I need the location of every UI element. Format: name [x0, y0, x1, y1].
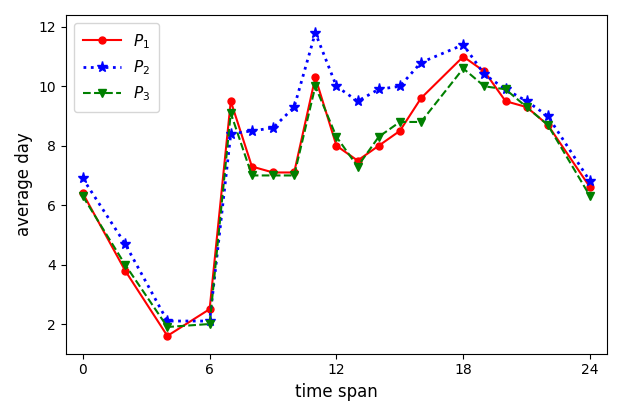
- $P_3$: [227, 111, 234, 116]
- $P_3$: [164, 324, 171, 329]
- $P_2$: [248, 129, 256, 134]
- $P_2$: [269, 125, 277, 130]
- $P_3$: [417, 119, 425, 124]
- $P_1$: [248, 164, 256, 169]
- $P_2$: [227, 131, 234, 136]
- $P_3$: [502, 87, 509, 92]
- $P_1$: [333, 143, 340, 148]
- $P_1$: [121, 268, 129, 273]
- $P_3$: [206, 322, 213, 327]
- $P_1$: [523, 104, 531, 109]
- $P_2$: [523, 99, 531, 104]
- $P_3$: [544, 122, 552, 127]
- $P_2$: [481, 72, 488, 77]
- $P_3$: [460, 66, 467, 71]
- $P_1$: [79, 191, 86, 196]
- $P_2$: [354, 99, 361, 104]
- $P_1$: [481, 69, 488, 74]
- $P_3$: [290, 173, 298, 178]
- $P_3$: [354, 164, 361, 169]
- $P_2$: [396, 84, 404, 89]
- $P_1$: [269, 170, 277, 175]
- $P_1$: [417, 96, 425, 101]
- $P_3$: [396, 119, 404, 124]
- $P_2$: [290, 104, 298, 109]
- $P_2$: [121, 241, 129, 246]
- $P_1$: [354, 158, 361, 163]
- $P_1$: [206, 307, 213, 312]
- $P_2$: [375, 87, 383, 92]
- $P_3$: [375, 134, 383, 139]
- $P_2$: [206, 319, 213, 324]
- $P_2$: [417, 60, 425, 65]
- $P_3$: [587, 194, 594, 199]
- $P_1$: [502, 99, 509, 104]
- $P_1$: [460, 54, 467, 59]
- $P_3$: [481, 84, 488, 89]
- $P_3$: [79, 194, 86, 199]
- $P_1$: [375, 143, 383, 148]
- $P_1$: [312, 75, 319, 80]
- Legend: $P_1$, $P_2$, $P_3$: $P_1$, $P_2$, $P_3$: [73, 22, 159, 112]
- $P_2$: [79, 176, 86, 181]
- Line: $P_2$: $P_2$: [77, 27, 596, 327]
- $P_3$: [248, 173, 256, 178]
- $P_2$: [587, 179, 594, 184]
- $P_3$: [312, 84, 319, 89]
- Line: $P_3$: $P_3$: [78, 64, 594, 331]
- $P_1$: [164, 333, 171, 338]
- $P_2$: [164, 319, 171, 324]
- $P_2$: [312, 30, 319, 35]
- $P_3$: [269, 173, 277, 178]
- $P_3$: [121, 262, 129, 267]
- Y-axis label: average day: average day: [15, 132, 33, 236]
- $P_1$: [544, 122, 552, 127]
- $P_3$: [523, 104, 531, 109]
- $P_2$: [544, 114, 552, 119]
- $P_1$: [396, 129, 404, 134]
- $P_2$: [502, 87, 509, 92]
- $P_2$: [460, 42, 467, 47]
- X-axis label: time span: time span: [295, 383, 378, 401]
- $P_1$: [227, 99, 234, 104]
- $P_2$: [333, 84, 340, 89]
- $P_3$: [333, 134, 340, 139]
- $P_1$: [290, 170, 298, 175]
- $P_1$: [587, 185, 594, 190]
- Line: $P_1$: $P_1$: [80, 53, 593, 339]
